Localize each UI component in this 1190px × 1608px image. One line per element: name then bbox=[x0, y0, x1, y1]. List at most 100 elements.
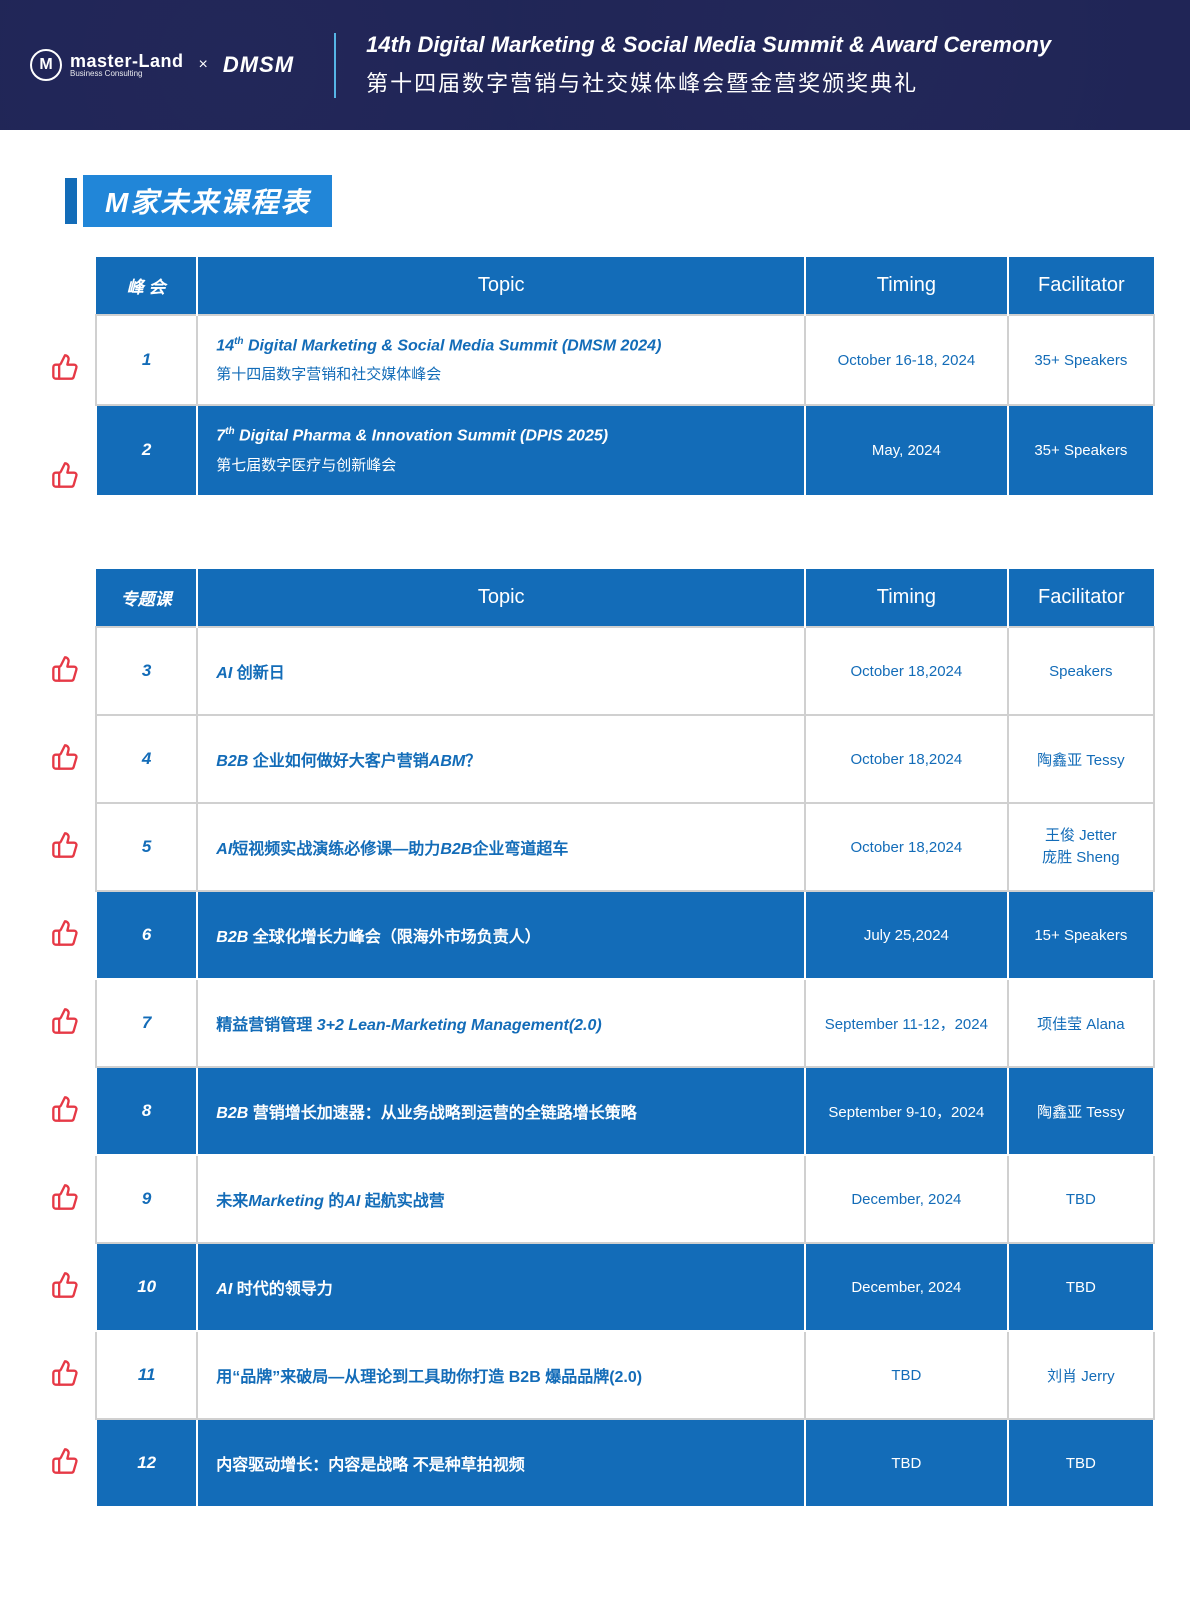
header-topic: Topic bbox=[197, 569, 805, 627]
header-facilitator: Facilitator bbox=[1008, 257, 1154, 315]
page-content: M家未来课程表 峰 会 Topic Timing Facilitator 114… bbox=[0, 130, 1190, 1608]
table-row: 5AI短视频实战演练必修课—助力B2B企业弯道超车October 18,2024… bbox=[96, 803, 1154, 891]
row-timing: September 9-10，2024 bbox=[805, 1067, 1008, 1155]
masterland-logo: M master-Land Business Consulting bbox=[30, 49, 184, 81]
row-number: 6 bbox=[96, 891, 197, 979]
thumbs-up-icon-wrap bbox=[35, 313, 95, 421]
row-number: 4 bbox=[96, 715, 197, 803]
masterland-logo-icon: M bbox=[30, 49, 62, 81]
row-timing: October 18,2024 bbox=[805, 803, 1008, 891]
thumbs-up-icon-wrap bbox=[35, 889, 95, 977]
thumbs-up-icon bbox=[51, 919, 79, 947]
logo-separator: × bbox=[199, 56, 208, 74]
header-timing: Timing bbox=[805, 569, 1008, 627]
row-facilitator: 35+ Speakers bbox=[1008, 405, 1154, 495]
row-facilitator: TBD bbox=[1008, 1243, 1154, 1331]
row-facilitator: 刘肖 Jerry bbox=[1008, 1331, 1154, 1419]
row-number: 9 bbox=[96, 1155, 197, 1243]
table-row: 6B2B 全球化增长力峰会（限海外市场负责人）July 25,202415+ S… bbox=[96, 891, 1154, 979]
row-number: 11 bbox=[96, 1331, 197, 1419]
row-facilitator: Speakers bbox=[1008, 627, 1154, 715]
title-chinese: 第十四届数字营销与社交媒体峰会暨金营奖颁奖典礼 bbox=[366, 66, 1051, 98]
table-row: 27th Digital Pharma & Innovation Summit … bbox=[96, 405, 1154, 495]
thumbs-up-icon-wrap bbox=[35, 801, 95, 889]
thumbs-up-icon bbox=[51, 1183, 79, 1211]
thumbs-up-icon-wrap bbox=[35, 713, 95, 801]
row-timing: December, 2024 bbox=[805, 1243, 1008, 1331]
row-number: 1 bbox=[96, 315, 197, 405]
row-number: 10 bbox=[96, 1243, 197, 1331]
page-header: M master-Land Business Consulting × DMSM… bbox=[0, 0, 1190, 130]
table-row: 12内容驱动增长：内容是战略 不是种草拍视频TBDTBD bbox=[96, 1419, 1154, 1507]
row-topic: AI 创新日 bbox=[197, 627, 805, 715]
row-timing: October 18,2024 bbox=[805, 715, 1008, 803]
thumbs-up-icon-wrap bbox=[35, 977, 95, 1065]
row-topic: 7th Digital Pharma & Innovation Summit (… bbox=[197, 405, 805, 495]
thumbs-up-icon bbox=[51, 1095, 79, 1123]
row-timing: September 11-12，2024 bbox=[805, 979, 1008, 1067]
thumbs-up-icon-wrap bbox=[35, 625, 95, 713]
summit-table: 峰 会 Topic Timing Facilitator 114th Digit… bbox=[95, 257, 1155, 497]
table-row: 114th Digital Marketing & Social Media S… bbox=[96, 315, 1154, 405]
thumbs-up-icon-wrap bbox=[35, 1241, 95, 1329]
table-row: 4B2B 企业如何做好大客户营销ABM？October 18,2024陶鑫亚 T… bbox=[96, 715, 1154, 803]
title-english: 14th Digital Marketing & Social Media Su… bbox=[366, 32, 1051, 58]
table-row: 3AI 创新日October 18,2024Speakers bbox=[96, 627, 1154, 715]
table-row: 11用“品牌”来破局—从理论到工具助你打造 B2B 爆品品牌(2.0)TBD刘肖… bbox=[96, 1331, 1154, 1419]
row-timing: October 18,2024 bbox=[805, 627, 1008, 715]
thumbs-column-2 bbox=[35, 569, 95, 1505]
logo-main-text: master-Land bbox=[70, 52, 184, 70]
thumbs-up-icon bbox=[51, 461, 79, 489]
row-facilitator: 陶鑫亚 Tessy bbox=[1008, 715, 1154, 803]
thumbs-up-icon bbox=[51, 1271, 79, 1299]
thumbs-up-icon bbox=[51, 1447, 79, 1475]
row-facilitator: 陶鑫亚 Tessy bbox=[1008, 1067, 1154, 1155]
thumbs-up-icon bbox=[51, 831, 79, 859]
section-bar-icon bbox=[65, 178, 77, 224]
table-row: 9未来Marketing 的AI 起航实战营December, 2024TBD bbox=[96, 1155, 1154, 1243]
thumbs-up-icon-wrap bbox=[35, 1417, 95, 1505]
row-number: 7 bbox=[96, 979, 197, 1067]
table-row: 7精益营销管理 3+2 Lean-Marketing Management(2.… bbox=[96, 979, 1154, 1067]
thumbs-up-icon bbox=[51, 1359, 79, 1387]
row-number: 5 bbox=[96, 803, 197, 891]
course-table-wrap: 专题课 Topic Timing Facilitator 3AI 创新日Octo… bbox=[35, 569, 1155, 1508]
row-timing: December, 2024 bbox=[805, 1155, 1008, 1243]
header-topic: Topic bbox=[197, 257, 805, 315]
header-divider bbox=[334, 33, 336, 98]
row-facilitator: 15+ Speakers bbox=[1008, 891, 1154, 979]
row-topic: 用“品牌”来破局—从理论到工具助你打造 B2B 爆品品牌(2.0) bbox=[197, 1331, 805, 1419]
thumbs-up-icon bbox=[51, 353, 79, 381]
row-topic: B2B 全球化增长力峰会（限海外市场负责人） bbox=[197, 891, 805, 979]
row-topic: AI 时代的领导力 bbox=[197, 1243, 805, 1331]
header-course: 专题课 bbox=[96, 569, 197, 627]
logo-sub-text: Business Consulting bbox=[70, 70, 184, 78]
row-number: 3 bbox=[96, 627, 197, 715]
course-table: 专题课 Topic Timing Facilitator 3AI 创新日Octo… bbox=[95, 569, 1155, 1508]
row-topic: 精益营销管理 3+2 Lean-Marketing Management(2.0… bbox=[197, 979, 805, 1067]
row-number: 2 bbox=[96, 405, 197, 495]
row-number: 12 bbox=[96, 1419, 197, 1507]
thumbs-up-icon-wrap bbox=[35, 1153, 95, 1241]
row-topic: AI短视频实战演练必修课—助力B2B企业弯道超车 bbox=[197, 803, 805, 891]
row-facilitator: 项佳莹 Alana bbox=[1008, 979, 1154, 1067]
row-topic: 内容驱动增长：内容是战略 不是种草拍视频 bbox=[197, 1419, 805, 1507]
header-summit: 峰 会 bbox=[96, 257, 197, 315]
header-timing: Timing bbox=[805, 257, 1008, 315]
row-topic: B2B 营销增长加速器：从业务战略到运营的全链路增长策略 bbox=[197, 1067, 805, 1155]
row-timing: TBD bbox=[805, 1331, 1008, 1419]
row-facilitator: TBD bbox=[1008, 1155, 1154, 1243]
row-topic: B2B 企业如何做好大客户营销ABM？ bbox=[197, 715, 805, 803]
thumbs-up-icon bbox=[51, 743, 79, 771]
thumbs-up-icon-wrap bbox=[35, 1329, 95, 1417]
row-topic: 14th Digital Marketing & Social Media Su… bbox=[197, 315, 805, 405]
row-facilitator: 王俊 Jetter庞胜 Sheng bbox=[1008, 803, 1154, 891]
table-row: 8B2B 营销增长加速器：从业务战略到运营的全链路增长策略September 9… bbox=[96, 1067, 1154, 1155]
header-facilitator: Facilitator bbox=[1008, 569, 1154, 627]
row-timing: TBD bbox=[805, 1419, 1008, 1507]
thumbs-column-1 bbox=[35, 257, 95, 529]
thumbs-up-icon bbox=[51, 655, 79, 683]
row-facilitator: TBD bbox=[1008, 1419, 1154, 1507]
thumbs-up-icon bbox=[51, 1007, 79, 1035]
logo-section: M master-Land Business Consulting × DMSM bbox=[30, 49, 294, 81]
